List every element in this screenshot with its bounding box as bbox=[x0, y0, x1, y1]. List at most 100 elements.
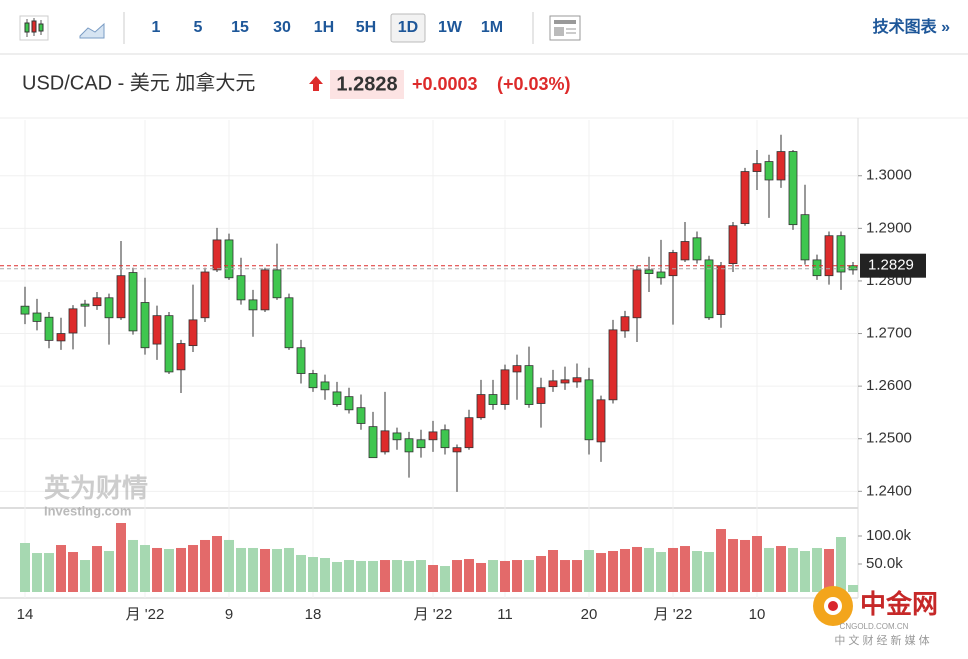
volume-bar bbox=[164, 548, 174, 592]
candle-body bbox=[608, 329, 618, 401]
candle-body bbox=[200, 271, 210, 319]
interval-button[interactable]: 5 bbox=[194, 19, 203, 36]
technical-chart-link[interactable]: 技术图表 » bbox=[873, 17, 950, 36]
candle-body bbox=[800, 214, 810, 261]
candle-body bbox=[572, 377, 582, 383]
volume-bar bbox=[308, 557, 318, 592]
volume-bar bbox=[44, 553, 54, 592]
volume-bar bbox=[20, 543, 30, 592]
volume-bar bbox=[272, 548, 282, 592]
icon-bar bbox=[554, 20, 576, 24]
volume-bar bbox=[260, 548, 270, 592]
last-price-label: 1.2829 bbox=[868, 257, 914, 274]
pair-title: USD/CAD - 美元 加拿大元 bbox=[22, 70, 255, 94]
volume-bar bbox=[176, 547, 186, 592]
volume-bar bbox=[32, 553, 42, 592]
volume-bar bbox=[236, 547, 246, 592]
interval-button[interactable]: 1H bbox=[314, 19, 334, 36]
interval-button[interactable]: 1M bbox=[481, 19, 503, 36]
candle-icon[interactable] bbox=[19, 15, 49, 41]
volume-bar bbox=[608, 551, 618, 592]
candle-body bbox=[596, 399, 606, 443]
candle-body bbox=[764, 161, 774, 181]
candle-body bbox=[416, 439, 426, 449]
volume-bar bbox=[740, 539, 750, 592]
candle-body bbox=[440, 429, 450, 449]
candle-body bbox=[56, 333, 66, 342]
candle-body bbox=[104, 297, 114, 319]
volume-tick-label: 50.0k bbox=[866, 555, 903, 572]
volume-bar bbox=[764, 547, 774, 592]
watermark-logo-url: CNGOLD.COM.CN bbox=[840, 622, 909, 631]
volume-bar bbox=[548, 550, 558, 592]
candle-body bbox=[812, 259, 822, 277]
interval-button[interactable]: 5H bbox=[356, 19, 376, 36]
candle-body bbox=[728, 225, 738, 264]
candle-body bbox=[716, 265, 726, 316]
price-change: +0.0003 bbox=[412, 74, 478, 94]
interval-button[interactable]: 30 bbox=[273, 19, 291, 36]
candle-body bbox=[428, 431, 438, 441]
volume-bar bbox=[704, 552, 714, 592]
candle-body bbox=[140, 302, 150, 349]
candle-body bbox=[356, 407, 366, 424]
line-icon[interactable] bbox=[79, 22, 105, 39]
candle-body bbox=[320, 381, 330, 391]
volume-bar bbox=[404, 560, 414, 592]
candle-body bbox=[44, 316, 54, 341]
candle-body bbox=[680, 241, 690, 261]
interval-button[interactable]: 1D bbox=[398, 19, 418, 36]
candle-body bbox=[452, 447, 462, 453]
last-price-box bbox=[860, 253, 926, 278]
candle-body bbox=[260, 269, 270, 311]
x-tick-label: 月 '22 bbox=[414, 606, 453, 623]
candle-body bbox=[236, 275, 246, 301]
interval-button[interactable]: 15 bbox=[231, 19, 249, 36]
volume-bar bbox=[752, 536, 762, 592]
candle-body bbox=[176, 343, 186, 371]
candle-body bbox=[788, 151, 798, 226]
candle-body bbox=[464, 417, 474, 449]
candle-body bbox=[20, 305, 30, 315]
candle-body bbox=[488, 394, 498, 405]
candle-body bbox=[776, 151, 786, 181]
interval-button[interactable]: 1W bbox=[438, 19, 463, 36]
up-arrow bbox=[309, 76, 323, 91]
volume-bar bbox=[116, 523, 126, 592]
volume-bar bbox=[212, 536, 222, 592]
candle-body bbox=[848, 265, 858, 271]
candle-body bbox=[296, 347, 306, 374]
y-tick-label: 1.2900 bbox=[866, 219, 912, 236]
volume-bar bbox=[200, 539, 210, 592]
x-tick-label: 14 bbox=[17, 606, 34, 623]
volume-bar bbox=[824, 548, 834, 592]
x-tick-label: 10 bbox=[749, 606, 766, 623]
candle-body bbox=[80, 303, 90, 307]
candle-body bbox=[632, 269, 642, 319]
volume-bar bbox=[668, 547, 678, 592]
candle-body bbox=[668, 252, 678, 277]
layout-icon[interactable] bbox=[549, 15, 581, 41]
volume-bar bbox=[572, 560, 582, 592]
volume-bar bbox=[536, 555, 546, 592]
candle-body bbox=[272, 269, 282, 299]
volume-bar bbox=[560, 560, 570, 592]
interval-button[interactable]: 1 bbox=[152, 19, 161, 36]
volume-bar bbox=[584, 550, 594, 592]
candle-body bbox=[164, 315, 174, 373]
candle-body bbox=[248, 299, 258, 311]
candle-body bbox=[548, 380, 558, 388]
volume-bar bbox=[716, 529, 726, 592]
volume-bar bbox=[392, 560, 402, 592]
volume-bar bbox=[68, 552, 78, 592]
y-tick-label: 1.2400 bbox=[866, 482, 912, 499]
candle-body bbox=[512, 365, 522, 373]
price-box bbox=[330, 70, 404, 99]
volume-tick-label: 100.0k bbox=[866, 527, 912, 544]
volume-bar bbox=[356, 560, 366, 592]
icon-box bbox=[554, 27, 564, 36]
y-tick-label: 1.2700 bbox=[866, 325, 912, 342]
candle-body bbox=[644, 269, 654, 274]
volume-bar bbox=[440, 566, 450, 592]
volume-bar bbox=[776, 546, 786, 592]
